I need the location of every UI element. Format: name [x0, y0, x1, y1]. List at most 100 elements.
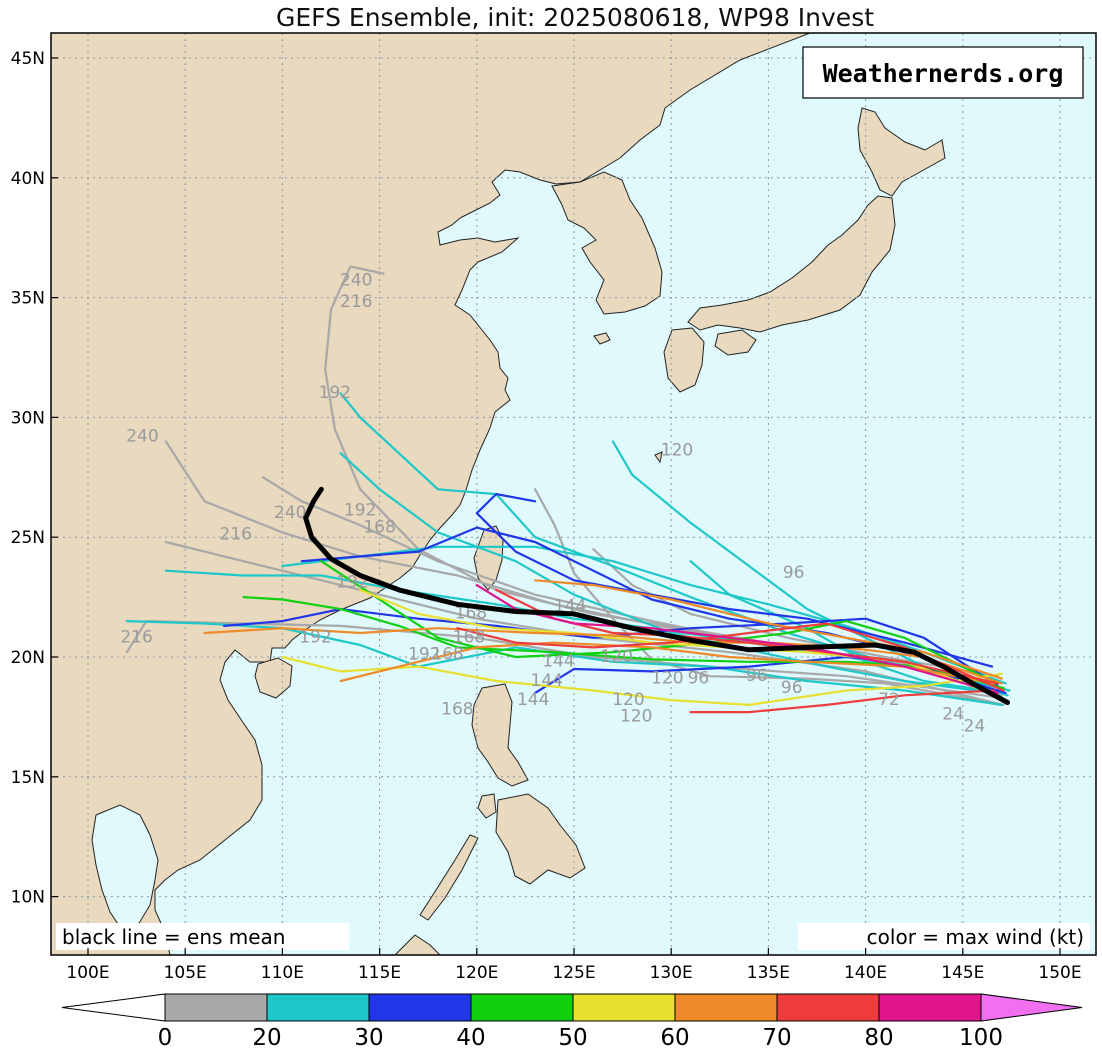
colorbar-arrow-high: [980, 993, 1083, 1022]
colorbar-label: 40: [456, 1025, 485, 1051]
forecast-hour-label: 120: [601, 647, 633, 667]
forecast-hour-label: 144: [531, 671, 563, 691]
forecast-hour-label: 240: [274, 503, 306, 523]
longitude-label: 120E: [455, 963, 498, 983]
land-asia: [51, 33, 811, 955]
forecast-hour-label: 240: [126, 426, 158, 446]
longitude-label: 115E: [358, 963, 401, 983]
colorbar-label: 20: [252, 1025, 281, 1051]
colorbar-swatch: [776, 993, 880, 1022]
forecast-hour-label: 72: [878, 690, 900, 710]
latitude-label: 30N: [11, 408, 45, 428]
forecast-hour-label: 168: [441, 700, 473, 720]
forecast-hour-label: 24: [942, 704, 964, 724]
colorbar-swatch: [878, 993, 982, 1022]
forecast-hour-label: 192: [344, 501, 376, 521]
latitude-label: 10N: [11, 888, 45, 908]
colorbar-swatch: [368, 993, 472, 1022]
land-borneo-edge: [394, 934, 441, 955]
forecast-hour-label: 216: [120, 628, 152, 648]
member-track: [339, 452, 995, 694]
land-mindanao: [495, 793, 586, 885]
longitude-label: 150E: [1038, 963, 1081, 983]
colorbar-label: 100: [959, 1025, 1003, 1051]
watermark-box: Weathernerds.org: [802, 46, 1084, 99]
land-palawan: [419, 834, 479, 921]
land-hokkaido: [857, 107, 946, 197]
land-luzon: [471, 683, 529, 787]
forecast-hour-label: 96: [688, 668, 710, 688]
forecast-hour-label: 192: [408, 644, 440, 664]
longitude-label: 110E: [261, 963, 304, 983]
forecast-hour-label: 144: [517, 690, 549, 710]
colorbar-swatch: [470, 993, 574, 1022]
colorbar-swatch: [674, 993, 778, 1022]
latitude-label: 35N: [11, 289, 45, 309]
land-mindoro: [477, 793, 497, 819]
chart-title: GEFS Ensemble, init: 2025080618, WP98 In…: [276, 3, 874, 32]
ensemble-member-tracks: [125, 265, 1011, 714]
colorbar-label: 80: [864, 1025, 893, 1051]
colorbar-label: 50: [558, 1025, 587, 1051]
ensemble-mean-track: [303, 486, 1010, 705]
member-track: [223, 608, 999, 687]
member-track: [456, 622, 1005, 692]
latitude-label: 45N: [11, 49, 45, 69]
longitude-label: 105E: [164, 963, 207, 983]
member-track: [242, 596, 1005, 690]
member-track: [475, 493, 994, 668]
mean-line-note: black line = ens mean: [62, 925, 286, 949]
color-note: color = max wind (kt): [867, 925, 1084, 949]
colorbar-label: 60: [660, 1025, 689, 1051]
forecast-hour-label: 120: [612, 690, 644, 710]
member-track: [689, 689, 995, 714]
member-track: [339, 641, 995, 685]
member-track: [339, 392, 1003, 690]
longitude-label: 145E: [941, 963, 984, 983]
forecast-hour-labels: 2402161922401921682402161921209614416816…: [120, 271, 985, 737]
member-track: [281, 655, 1003, 706]
colorbar-label: 30: [354, 1025, 383, 1051]
longitude-axis: 100E 105E 110E 115E 120E 125E 130E 135E 140E 145E…: [66, 948, 1082, 983]
forecast-hour-label: 168: [363, 517, 395, 537]
colorbar-swatch: [164, 993, 268, 1022]
member-track: [125, 620, 1003, 706]
forecast-hour-label: 216: [340, 292, 372, 312]
member-track: [534, 579, 1003, 680]
forecast-hour-label: 120: [661, 441, 693, 461]
land-kyushu: [663, 327, 705, 393]
forecast-hour-label: 216: [220, 525, 252, 545]
forecast-hour-label: 168: [453, 628, 485, 648]
latitude-label: 15N: [11, 768, 45, 788]
forecast-hour-label: 168: [431, 644, 463, 664]
land-jeju: [593, 332, 611, 345]
forecast-hour-label: 144: [542, 652, 574, 672]
forecast-hour-label: 24: [964, 716, 986, 736]
map-panel: 2402161922401921682402161921209614416816…: [51, 33, 1096, 955]
forecast-hour-label: 120: [620, 707, 652, 727]
colorbar-arrow-low: [61, 993, 166, 1022]
latitude-label: 20N: [11, 648, 45, 668]
latitude-label: 40N: [11, 169, 45, 189]
longitude-label: 140E: [844, 963, 887, 983]
member-track: [203, 627, 1003, 685]
colorbar-label: 70: [762, 1025, 791, 1051]
forecast-hour-label: 192: [299, 628, 331, 648]
wind-colorbar: 0 20 30 40 50 60 70 80 100: [61, 993, 1083, 1051]
land-shikoku: [714, 329, 757, 356]
latitude-label: 25N: [11, 528, 45, 548]
longitude-label: 135E: [747, 963, 790, 983]
colorbar-swatch: [266, 993, 370, 1022]
gulf-of-thailand: [91, 804, 159, 931]
colorbar-swatch: [572, 993, 676, 1022]
forecast-hour-label: 120: [651, 668, 683, 688]
longitude-label: 130E: [650, 963, 693, 983]
forecast-hour-label: 96: [781, 678, 803, 698]
land-taiwan: [473, 525, 504, 591]
land-okinawa: [654, 451, 663, 464]
longitude-label: 125E: [552, 963, 595, 983]
longitude-label: 100E: [66, 963, 109, 983]
forecast-hour-label: 240: [340, 271, 372, 291]
watermark-text: Weathernerds.org: [823, 59, 1064, 88]
